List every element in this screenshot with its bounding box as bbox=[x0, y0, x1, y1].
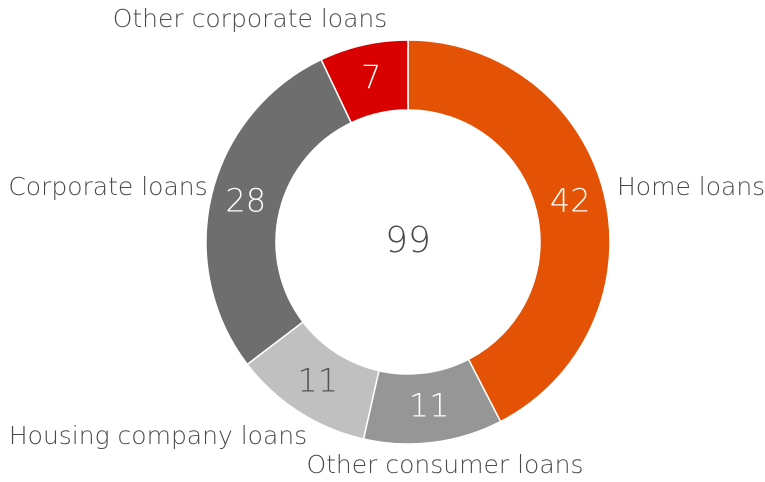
value-label: 42 bbox=[550, 182, 591, 220]
category-label: Home loans bbox=[617, 172, 765, 201]
category-label: Housing company loans bbox=[9, 421, 307, 450]
category-label: Other consumer loans bbox=[306, 450, 583, 479]
center-total: 99 bbox=[385, 220, 431, 261]
value-label: 28 bbox=[225, 182, 266, 220]
value-label: 7 bbox=[361, 58, 381, 96]
value-label: 11 bbox=[409, 387, 450, 425]
donut-slice bbox=[320, 39, 409, 124]
category-label: Other corporate loans bbox=[113, 4, 388, 33]
donut-slice bbox=[205, 58, 353, 366]
value-label: 11 bbox=[297, 361, 338, 399]
donut-slice bbox=[407, 39, 611, 423]
category-label: Corporate loans bbox=[8, 172, 207, 201]
